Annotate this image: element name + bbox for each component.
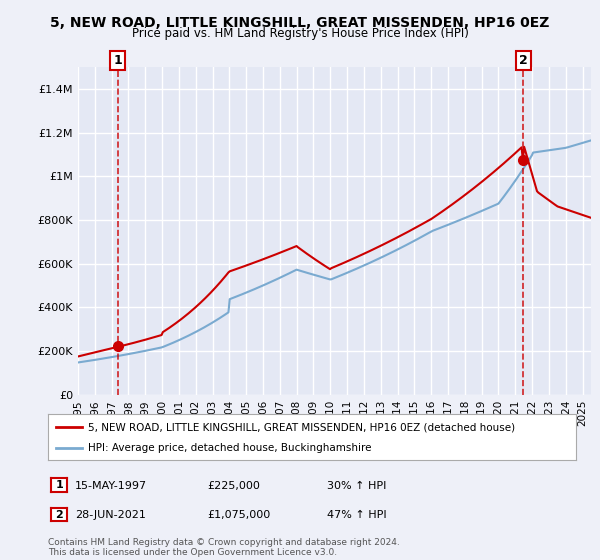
Text: 30% ↑ HPI: 30% ↑ HPI: [327, 480, 386, 491]
Text: 15-MAY-1997: 15-MAY-1997: [75, 480, 147, 491]
Text: HPI: Average price, detached house, Buckinghamshire: HPI: Average price, detached house, Buck…: [88, 444, 371, 454]
Text: £1,075,000: £1,075,000: [207, 510, 270, 520]
Text: 1: 1: [113, 54, 122, 67]
Text: 5, NEW ROAD, LITTLE KINGSHILL, GREAT MISSENDEN, HP16 0EZ (detached house): 5, NEW ROAD, LITTLE KINGSHILL, GREAT MIS…: [88, 422, 515, 432]
Text: Contains HM Land Registry data © Crown copyright and database right 2024.
This d: Contains HM Land Registry data © Crown c…: [48, 538, 400, 557]
Text: 28-JUN-2021: 28-JUN-2021: [75, 510, 146, 520]
Text: £225,000: £225,000: [207, 480, 260, 491]
Text: 2: 2: [55, 510, 63, 520]
Text: 1: 1: [55, 480, 63, 490]
Text: 2: 2: [519, 54, 528, 67]
Text: Price paid vs. HM Land Registry's House Price Index (HPI): Price paid vs. HM Land Registry's House …: [131, 27, 469, 40]
Text: 5, NEW ROAD, LITTLE KINGSHILL, GREAT MISSENDEN, HP16 0EZ: 5, NEW ROAD, LITTLE KINGSHILL, GREAT MIS…: [50, 16, 550, 30]
Text: 47% ↑ HPI: 47% ↑ HPI: [327, 510, 386, 520]
